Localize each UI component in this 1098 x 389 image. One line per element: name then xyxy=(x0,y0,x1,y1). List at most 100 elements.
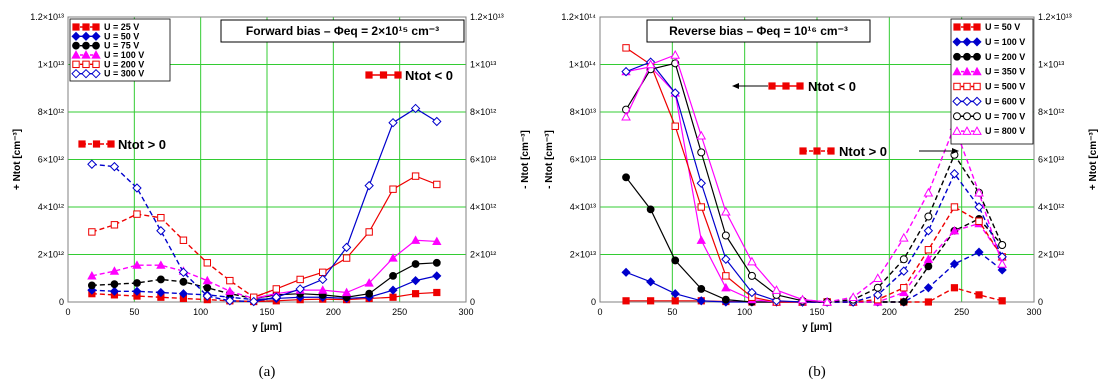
legend-label: U = 350 V xyxy=(985,67,1025,77)
x-tick-label: 200 xyxy=(326,307,341,317)
data-point xyxy=(179,277,188,286)
data-point xyxy=(671,256,680,265)
data-point xyxy=(411,276,421,286)
data-point xyxy=(432,236,442,246)
data-point xyxy=(178,267,189,278)
legend-marker xyxy=(973,23,981,31)
x-tick-label: 200 xyxy=(882,307,897,317)
legend: U = 25 VU = 50 VU = 75 VU = 100 VU = 200… xyxy=(69,18,171,82)
legend-marker xyxy=(81,50,91,59)
series-line-dashed xyxy=(91,264,277,300)
legend-marker xyxy=(963,23,971,31)
legend-marker xyxy=(92,60,100,69)
data-point xyxy=(203,259,212,267)
data-point xyxy=(949,259,959,269)
data-point xyxy=(697,203,705,211)
x-tick-label: 150 xyxy=(809,307,824,317)
data-point xyxy=(899,266,909,276)
data-point xyxy=(156,287,166,298)
data-point xyxy=(110,221,119,229)
data-point xyxy=(645,59,656,69)
y-tick-label-left: 1×10¹³ xyxy=(38,60,64,70)
legend-marker xyxy=(963,52,971,61)
chart-a: 0 50 100 150 200 250 30002×10¹²4×10¹²6×10¹²8×1… xyxy=(12,12,531,380)
y-tick-label-left: 8×10¹³ xyxy=(570,107,596,117)
data-point xyxy=(319,268,327,277)
figure-caption: (b) xyxy=(808,364,826,380)
legend-marker xyxy=(952,126,962,135)
y-tick-label-right: 0 xyxy=(1038,297,1043,307)
y-tick-label-right: 1×10¹³ xyxy=(470,60,496,70)
data-point xyxy=(873,290,883,300)
legend-item: U = 300 V xyxy=(71,68,144,79)
data-point xyxy=(156,275,165,284)
data-point xyxy=(670,289,680,299)
data-point xyxy=(132,183,142,193)
y-tick-label-right: 0 xyxy=(470,297,475,307)
legend-marker xyxy=(952,96,962,107)
annotation-ntot-positive: Ntot > 0 xyxy=(839,144,887,159)
y-tick-label-left: 2×10¹² xyxy=(38,250,64,260)
data-point xyxy=(949,225,960,235)
data-point xyxy=(365,228,373,236)
data-point xyxy=(179,236,188,244)
legend-item: U = 500 V xyxy=(953,82,1025,92)
data-point xyxy=(721,295,730,304)
data-point xyxy=(923,283,933,293)
legend-marker xyxy=(973,52,981,61)
y-axis-label-right: + Ntot [cm⁻³] xyxy=(1088,129,1098,190)
x-tick-label: 50 xyxy=(667,307,677,317)
data-point xyxy=(88,228,96,236)
legend-item: U = 200 V xyxy=(953,52,1025,62)
data-point xyxy=(923,254,934,263)
data-point xyxy=(156,226,166,236)
data-point xyxy=(621,111,631,121)
annotation-marker xyxy=(799,147,807,155)
annotation-marker xyxy=(107,140,115,148)
data-point xyxy=(622,297,630,305)
y-tick-label-left: 1.2×10¹³ xyxy=(30,12,64,22)
y-tick-label-right: 4×10¹² xyxy=(470,202,496,212)
data-point xyxy=(110,280,119,289)
legend-label: U = 700 V xyxy=(985,111,1025,121)
data-point xyxy=(670,49,681,59)
x-tick-label: 0 xyxy=(65,307,70,317)
legend-marker xyxy=(72,60,80,69)
legend-marker xyxy=(91,31,101,41)
series-u-300-v xyxy=(87,103,442,307)
annotation-marker xyxy=(813,147,821,155)
data-point xyxy=(388,285,398,295)
x-tick-label: 100 xyxy=(737,307,752,317)
y-tick-label-left: 6×10¹³ xyxy=(570,155,596,165)
data-point xyxy=(364,278,374,287)
data-point xyxy=(647,297,655,305)
data-point xyxy=(848,292,859,301)
data-point xyxy=(389,271,397,280)
legend-marker xyxy=(963,82,971,91)
data-point xyxy=(318,274,328,285)
x-tick-label: 100 xyxy=(193,307,208,317)
data-point xyxy=(974,187,984,197)
legend-label: U = 25 V xyxy=(104,22,139,32)
legend-marker xyxy=(972,126,982,135)
y-tick-label-right: 8×10¹² xyxy=(1038,107,1064,117)
legend-marker xyxy=(973,112,981,121)
data-point xyxy=(87,159,97,169)
legend-marker xyxy=(82,60,90,69)
legend-label: U = 300 V xyxy=(104,69,144,79)
y-axis-label-left: + Ntot [cm⁻³] xyxy=(12,129,23,190)
data-point xyxy=(156,260,166,269)
legend-marker xyxy=(91,68,101,79)
y-tick-label-right: 1×10¹³ xyxy=(1038,60,1064,70)
data-point xyxy=(109,286,119,296)
x-axis-label: y [µm] xyxy=(252,322,282,333)
legend-label: U = 800 V xyxy=(985,126,1025,136)
data-point xyxy=(671,297,679,305)
annotation-marker xyxy=(796,82,804,90)
legend-marker xyxy=(72,41,80,50)
data-point xyxy=(622,44,630,52)
data-point xyxy=(341,287,352,297)
y-tick-label-right: 2×10¹² xyxy=(470,250,496,260)
data-point xyxy=(872,273,883,282)
legend-marker xyxy=(963,112,971,121)
